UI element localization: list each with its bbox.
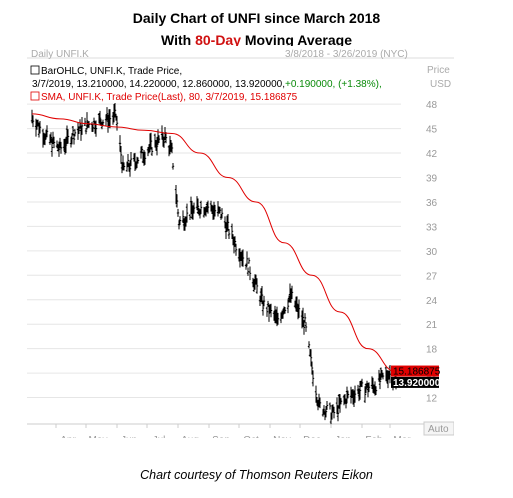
- x-tick-sep: Sep: [212, 435, 230, 438]
- y-tick-30: 30: [426, 247, 438, 258]
- x-tick-apr: Apr: [60, 435, 76, 438]
- legend-ohlc-change: +0.190000, (+1.38%),: [285, 79, 382, 90]
- legend-ohlc-title: BarOHLC, UNFI.K, Trade Price,: [41, 66, 182, 77]
- chart-panel: Daily UNFI.K 3/8/2018 - 3/26/2019 (NYC) …: [27, 46, 455, 461]
- last-price-tag: 13.920000: [391, 376, 441, 389]
- x-tick-jul: Jul: [153, 435, 166, 438]
- y-tick-33: 33: [426, 222, 438, 233]
- subtitle-accent: 80-Day: [195, 32, 241, 48]
- auto-button[interactable]: Auto: [423, 421, 455, 436]
- subtitle-prefix: With: [160, 32, 196, 48]
- x-axis-labels: AprMayJunJulAugSepOctNovDecJanFebMarQ2 2…: [27, 423, 454, 461]
- last-tag-value: 13.920000: [393, 378, 441, 389]
- y-tick-27: 27: [426, 271, 438, 282]
- date-range-label: 3/8/2018 - 3/26/2019 (NYC): [285, 49, 408, 60]
- y-tick-labels: 12151821242730333639424548: [426, 100, 438, 404]
- x-tick-oct: Oct: [243, 435, 259, 438]
- ohlc-bars: [30, 102, 398, 425]
- y-tick-21: 21: [426, 320, 438, 331]
- y-tick-12: 12: [426, 394, 438, 405]
- legend-ohlc-swatch: [30, 65, 40, 75]
- sma-price-tag: 15.186875: [391, 365, 441, 378]
- last-tag-background: [391, 376, 439, 388]
- chart-caption: Chart courtesy of Thomson Reuters Eikon: [140, 468, 373, 482]
- x-tick-nov: Nov: [273, 435, 291, 438]
- price-axis-title: Price: [427, 65, 450, 76]
- x-tick-feb: Feb: [365, 435, 383, 438]
- x-tick-jun: Jun: [121, 435, 137, 438]
- chart-plot: 12151821242730333639424548 AprMayJunJulA…: [27, 57, 455, 461]
- y-tick-18: 18: [426, 345, 438, 356]
- currency-label: USD: [430, 79, 452, 90]
- x-tick-dec: Dec: [303, 435, 321, 438]
- chart-title: Daily Chart of UNFI since March 2018: [132, 10, 381, 26]
- x-tick-mar: Mar: [393, 435, 411, 438]
- y-tick-39: 39: [426, 174, 438, 185]
- gridlines: [27, 103, 401, 399]
- y-tick-42: 42: [426, 149, 438, 160]
- x-tick-jan: Jan: [335, 435, 351, 438]
- x-tick-may: May: [89, 435, 108, 438]
- legend-sma-text: SMA, UNFI.K, Trade Price(Last), 80, 3/7/…: [41, 92, 298, 103]
- sma-tag-value: 15.186875: [393, 367, 441, 378]
- y-tick-36: 36: [426, 198, 438, 209]
- legend-sma-swatch: [30, 91, 40, 101]
- subtitle-suffix: Moving Average: [241, 32, 352, 48]
- legend-ohlc-values: 3/7/2019, 13.210000, 14.220000, 12.86000…: [32, 79, 285, 90]
- symbol-label: Daily UNFI.K: [31, 49, 89, 60]
- legend: BarOHLC, UNFI.K, Trade Price, 3/7/2019, …: [30, 65, 382, 103]
- sma-tag-background: [391, 365, 439, 377]
- y-tick-48: 48: [426, 100, 438, 111]
- x-tick-aug: Aug: [181, 435, 199, 438]
- y-tick-24: 24: [426, 296, 438, 307]
- chart-subtitle: With 80-Day Moving Average: [0, 32, 513, 48]
- y-tick-45: 45: [426, 125, 438, 136]
- auto-label: Auto: [428, 424, 449, 435]
- sma-line: [31, 113, 397, 373]
